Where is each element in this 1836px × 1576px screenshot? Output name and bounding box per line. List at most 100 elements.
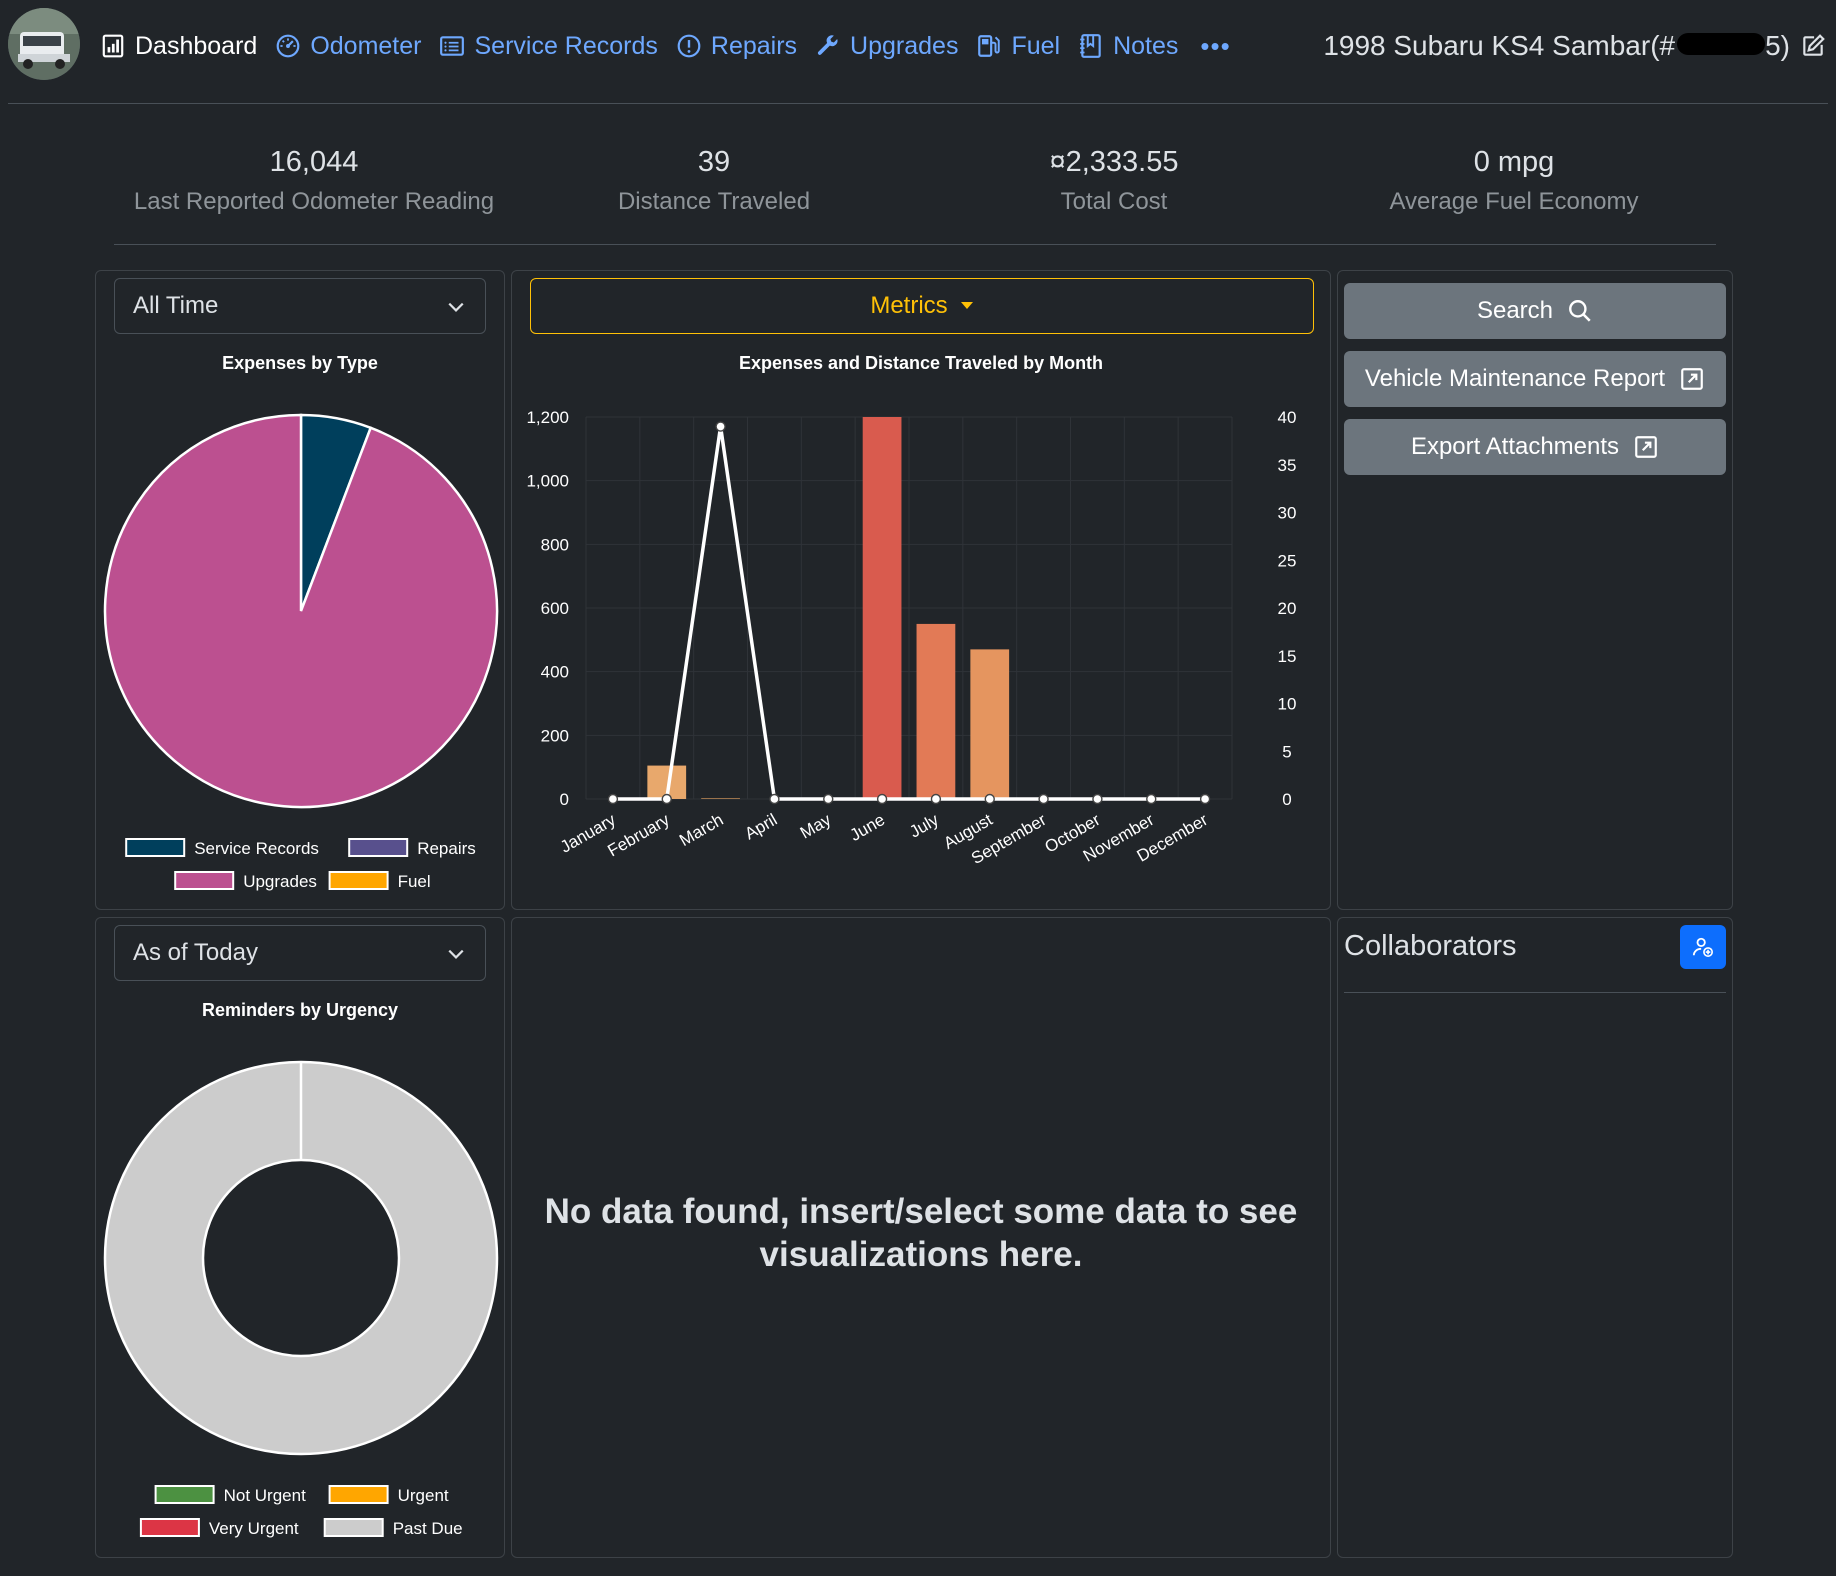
legend-label: Upgrades [243, 872, 317, 891]
bar [701, 798, 740, 799]
nav-label: Dashboard [135, 31, 258, 60]
nav-label: Service Records [474, 31, 658, 60]
y2-tick-label: 15 [1278, 647, 1297, 666]
exclamation-circle-icon [677, 34, 701, 58]
bar [862, 417, 902, 799]
nav-dashboard[interactable]: Dashboard [100, 32, 257, 61]
legend-swatch [348, 838, 409, 857]
y2-tick-label: 35 [1278, 456, 1297, 475]
chevron-down-icon [448, 302, 464, 312]
x-tick-label: June [847, 810, 888, 845]
collaborators-divider [1344, 992, 1726, 993]
stat-fuel-economy: 0 mpg Average Fuel Economy [1389, 146, 1639, 215]
legend-label: Repairs [417, 839, 476, 858]
legend-swatch [323, 1518, 384, 1537]
fuel-pump-icon [978, 35, 1001, 57]
redaction-mark [1677, 33, 1766, 55]
legend-swatch [328, 871, 389, 890]
reminders-donut-chart [103, 1060, 499, 1456]
legend-swatch [125, 838, 186, 857]
reminders-legend: Not Urgent Urgent Very Urgent Past Due [139, 1485, 463, 1538]
nav-repairs[interactable]: Repairs [676, 32, 797, 61]
line-point [1146, 793, 1157, 805]
legend-label: Service Records [194, 839, 319, 858]
nav-fuel[interactable]: Fuel [976, 32, 1060, 61]
line-point [823, 793, 834, 805]
bar [970, 649, 1010, 799]
y-tick-label: 1,200 [526, 408, 569, 427]
distance-line [612, 426, 1206, 801]
search-button[interactable]: Search [1344, 283, 1726, 339]
y-tick-label: 600 [541, 599, 569, 618]
bar-chart-icon [102, 34, 124, 58]
chevron-down-icon [448, 949, 464, 959]
nav-odometer[interactable]: Odometer [275, 32, 421, 61]
y2-tick-label: 30 [1278, 504, 1297, 523]
monthly-chart-title: Expenses and Distance Traveled by Month [738, 353, 1104, 373]
y2-tick-label: 40 [1278, 408, 1297, 427]
export-attachments-button[interactable]: Export Attachments [1344, 419, 1726, 475]
more-menu-icon[interactable]: ••• [1200, 30, 1231, 61]
nav-service-records[interactable]: Service Records [439, 31, 658, 61]
line-point [1092, 793, 1103, 805]
top-navbar: Dashboard Odometer Service Records Repai… [0, 0, 1836, 104]
expenses-by-type-panel: All Time Expenses by Type Service Record… [95, 270, 505, 910]
legend-label: Not Urgent [224, 1486, 306, 1505]
metrics-panel: Metrics Expenses and Distance Traveled b… [511, 270, 1331, 910]
nav-notes[interactable]: Notes [1078, 32, 1178, 61]
edit-icon[interactable] [1800, 33, 1826, 59]
caret-down-icon [960, 302, 973, 309]
collaborators-title: Collaborators [1344, 930, 1517, 962]
stats-bar: 16,044 Last Reported Odometer Reading 39 D… [114, 140, 1714, 220]
line-point [1038, 793, 1049, 805]
no-data-message: No data found, insert/select some data t… [544, 1192, 1298, 1274]
vehicle-avatar[interactable] [8, 8, 80, 80]
nav-label: Fuel [1011, 31, 1061, 60]
monthly-bar-chart: 0 200 400 600 800 1,000 1,200 0 5 10 15 20 25 30 35 40 J… [526, 408, 1297, 868]
journal-icon [1080, 34, 1101, 58]
y-tick-label: 400 [541, 663, 569, 682]
person-add-icon [1692, 937, 1713, 957]
nav-label: Notes [1113, 31, 1179, 60]
speedometer-icon [276, 34, 300, 58]
vehicle-maintenance-report-button[interactable]: Vehicle Maintenance Report [1344, 351, 1726, 407]
stat-distance: 39 Distance Traveled [617, 146, 811, 215]
vehicle-title: 1998 Subaru KS4 Sambar(# 5) [1323, 26, 1826, 66]
line-point [984, 793, 995, 805]
bar [916, 623, 956, 799]
line-point [876, 793, 888, 805]
reminders-chart-title: Reminders by Urgency [201, 1000, 399, 1020]
expenses-pie-chart [103, 413, 499, 809]
y2-tick-label: 10 [1278, 695, 1297, 714]
x-tick-label: July [906, 810, 942, 842]
stats-divider [114, 244, 1716, 245]
empty-visualization-panel: No data found, insert/select some data t… [511, 917, 1331, 1558]
wrench-icon [817, 35, 838, 55]
search-icon [1569, 300, 1591, 322]
expenses-pie-legend: Service Records Repairs Upgrades Fuel [125, 838, 476, 891]
legend-swatch [328, 1485, 389, 1504]
y-tick-label: 1,000 [526, 472, 569, 491]
x-tick-label: February [604, 810, 673, 861]
box-arrow-up-right-icon [1681, 368, 1703, 390]
legend-label: Very Urgent [209, 1519, 299, 1538]
box-arrow-up-right-icon [1635, 436, 1657, 458]
expenses-pie-title: Expenses by Type [222, 353, 378, 373]
legend-label: Past Due [393, 1519, 463, 1538]
legend-label: Urgent [398, 1486, 449, 1505]
reminder-range-select[interactable]: As of Today [114, 925, 486, 981]
y2-tick-label: 25 [1278, 551, 1297, 570]
legend-label: Fuel [398, 872, 431, 891]
metrics-dropdown-button[interactable]: Metrics [530, 278, 1314, 334]
legend-swatch [154, 1485, 215, 1504]
legend-swatch [174, 871, 235, 890]
line-point [930, 793, 942, 805]
line-point [661, 793, 672, 805]
x-tick-label: March [676, 810, 726, 850]
y2-tick-label: 20 [1278, 599, 1297, 618]
nav-upgrades[interactable]: Upgrades [815, 32, 958, 61]
y2-tick-label: 0 [1282, 790, 1291, 809]
expense-range-select[interactable]: All Time [114, 278, 486, 334]
add-collaborator-button[interactable] [1680, 925, 1726, 969]
y2-tick-label: 5 [1282, 742, 1291, 761]
